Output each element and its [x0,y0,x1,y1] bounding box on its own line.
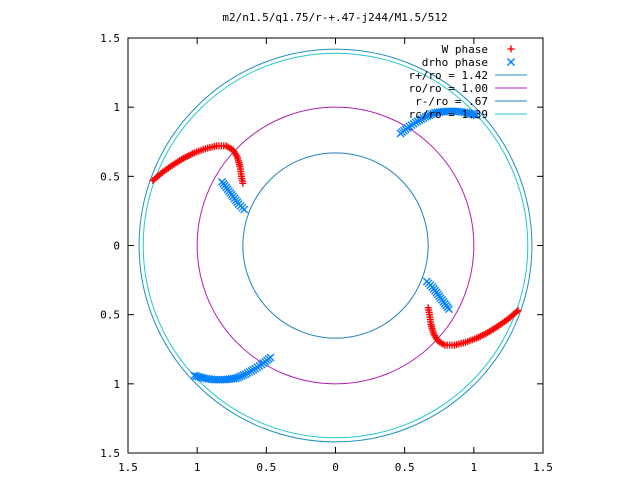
marker-stroke [198,373,207,382]
drho-phase-point [240,205,249,214]
w-phase-point [157,170,165,178]
y-tick-label: 0 [113,240,120,253]
drho-phase-point [192,372,201,381]
marker-stroke [192,372,201,381]
y-tick-label: 1 [113,378,120,391]
drho-phase-point [190,371,199,380]
series-circle [196,106,475,385]
drho-phase-point [422,277,431,286]
y-tick-label: 1.5 [100,32,120,45]
x-tick-label: 1 [471,461,478,474]
x-tick-label: 1.5 [118,461,138,474]
marker-stroke [470,110,479,119]
legend-label: r+/ro = 1.42 [409,69,488,82]
marker-stroke [194,372,203,381]
reference-circles [138,48,533,443]
legend-swatch [507,45,515,53]
series-circle [242,152,429,339]
y-tick-label: 0.5 [100,170,120,183]
marker-stroke [464,109,473,118]
y-tick-label: 0.5 [100,309,120,322]
w-phase-point [506,313,514,321]
y-tick-label: 1 [113,101,120,114]
w-phase-point [239,179,247,187]
legend-label: ro/ro = 1.00 [409,82,488,95]
y-tick-label: 1.5 [100,447,120,460]
legend-label: drho phase [422,56,488,69]
marker-stroke [422,277,431,286]
series-circle [142,52,529,439]
data-points [149,107,522,384]
marker-stroke [507,58,515,66]
marker-stroke [468,110,477,119]
marker-stroke [200,374,209,383]
marker-stroke [460,108,469,117]
marker-stroke [202,374,211,383]
drho-phase-point [470,110,479,119]
x-tick-label: 1 [194,461,201,474]
drho-phase-point [472,111,481,120]
marker-stroke [196,373,205,382]
axis-ticks: 1.5 1 0.5 0 0.5 1 1.51.510.500.511.5 [100,32,553,474]
marker-stroke [240,205,249,214]
chart-title: m2/n1.5/q1.75/r-+.47-j244/M1.5/512 [222,11,447,24]
marker-stroke [190,371,199,380]
legend-swatch [507,58,515,66]
x-tick-label: 0.5 [395,461,415,474]
x-tick-label: 0 [332,461,339,474]
marker-stroke [466,109,475,118]
legend-label: rc/ro = 1.39 [409,108,488,121]
x-tick-label: 1.5 [533,461,553,474]
marker-stroke [472,111,481,120]
series-circle [138,48,533,443]
legend-label: W phase [442,43,488,56]
legend-label: r-/ro = .67 [415,95,488,108]
x-tick-label: 0.5 [256,461,276,474]
marker-stroke [462,108,471,117]
w-phase-point [424,304,432,312]
